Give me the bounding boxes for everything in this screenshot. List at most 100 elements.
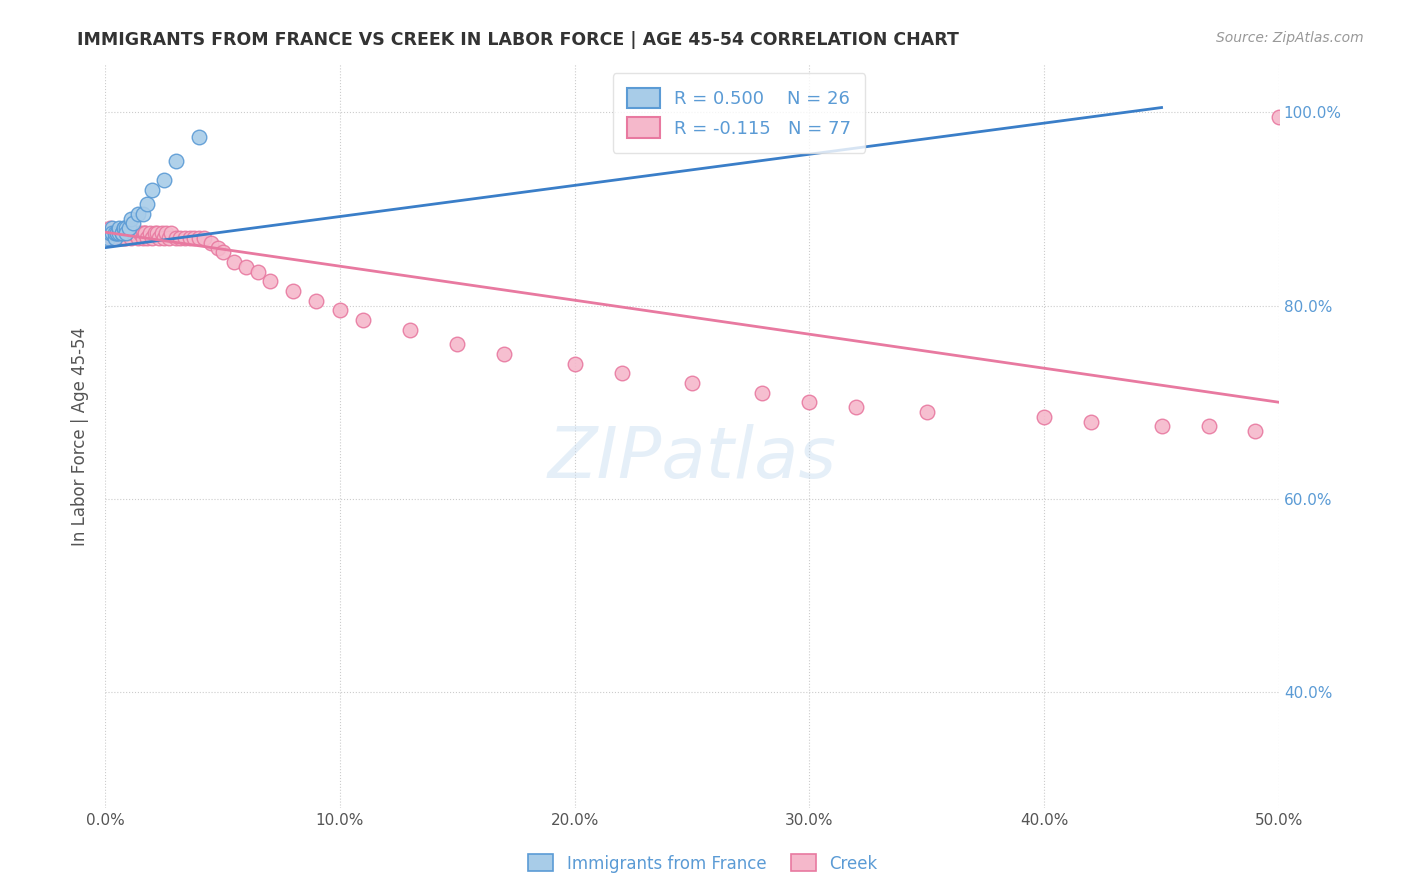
Point [305, 293, 328, 308]
Point [143, 226, 166, 240]
Point [188, 129, 211, 144]
Point [108, 226, 131, 240]
Point [1268, 110, 1291, 124]
Point [108, 226, 131, 240]
Point [105, 226, 128, 240]
Point [111, 226, 134, 240]
Point [118, 226, 141, 240]
Point [115, 226, 138, 240]
Point [329, 303, 352, 318]
Point [127, 231, 149, 245]
Point [111, 226, 134, 240]
Point [200, 235, 222, 250]
Point [115, 226, 138, 240]
Point [399, 323, 422, 337]
Point [97, 226, 120, 240]
Point [125, 226, 148, 240]
Point [494, 347, 516, 361]
Point [146, 226, 169, 240]
Point [101, 231, 124, 245]
Point [246, 265, 269, 279]
Point [681, 376, 703, 390]
Point [1080, 415, 1102, 429]
Point [1033, 409, 1056, 424]
Legend: R = 0.500    N = 26, R = -0.115   N = 77: R = 0.500 N = 26, R = -0.115 N = 77 [613, 73, 866, 153]
Point [139, 226, 162, 240]
Point [112, 226, 135, 240]
Point [799, 395, 821, 409]
Point [179, 231, 201, 245]
Point [129, 226, 152, 240]
Text: IMMIGRANTS FROM FRANCE VS CREEK IN LABOR FORCE | AGE 45-54 CORRELATION CHART: IMMIGRANTS FROM FRANCE VS CREEK IN LABOR… [77, 31, 959, 49]
Point [105, 226, 128, 240]
Point [98, 221, 121, 235]
Point [120, 211, 142, 226]
Point [281, 284, 304, 298]
Point [132, 226, 155, 240]
Point [259, 275, 281, 289]
Point [104, 226, 127, 240]
Point [104, 226, 127, 240]
Point [112, 231, 135, 245]
Point [111, 226, 134, 240]
Point [105, 226, 128, 240]
Point [115, 231, 138, 245]
Point [118, 226, 141, 240]
Text: ZIPatlas: ZIPatlas [547, 424, 837, 493]
Point [98, 226, 121, 240]
Point [141, 183, 163, 197]
Point [101, 226, 124, 240]
Point [132, 231, 155, 245]
Point [97, 231, 120, 245]
Point [160, 226, 183, 240]
Point [235, 260, 257, 274]
Point [148, 231, 170, 245]
Point [122, 226, 145, 240]
Point [112, 221, 135, 235]
Point [101, 221, 124, 235]
Point [845, 400, 868, 414]
Point [104, 231, 127, 245]
Point [120, 231, 142, 245]
Point [150, 226, 173, 240]
Point [352, 313, 374, 327]
Point [108, 221, 131, 235]
Point [115, 221, 138, 235]
Point [915, 405, 938, 419]
Point [169, 231, 191, 245]
Point [1244, 424, 1267, 438]
Point [136, 197, 159, 211]
Point [134, 226, 156, 240]
Point [136, 231, 159, 245]
Point [101, 226, 124, 240]
Point [104, 231, 127, 245]
Point [165, 153, 187, 168]
Legend: Immigrants from France, Creek: Immigrants from France, Creek [522, 847, 884, 880]
Point [153, 173, 176, 187]
Point [751, 385, 773, 400]
Point [108, 226, 131, 240]
Text: Source: ZipAtlas.com: Source: ZipAtlas.com [1216, 31, 1364, 45]
Point [193, 231, 215, 245]
Point [112, 221, 135, 235]
Point [108, 231, 131, 245]
Point [188, 231, 211, 245]
Point [118, 221, 141, 235]
Point [153, 231, 176, 245]
Point [105, 226, 128, 240]
Point [183, 231, 205, 245]
Point [111, 226, 134, 240]
Point [157, 231, 180, 245]
Point [165, 231, 187, 245]
Point [127, 207, 149, 221]
Point [111, 231, 134, 245]
Point [564, 357, 586, 371]
Point [446, 337, 468, 351]
Point [207, 241, 229, 255]
Point [112, 226, 135, 240]
Point [174, 231, 197, 245]
Point [134, 226, 156, 240]
Point [1198, 419, 1220, 434]
Point [132, 207, 155, 221]
Point [122, 217, 145, 231]
